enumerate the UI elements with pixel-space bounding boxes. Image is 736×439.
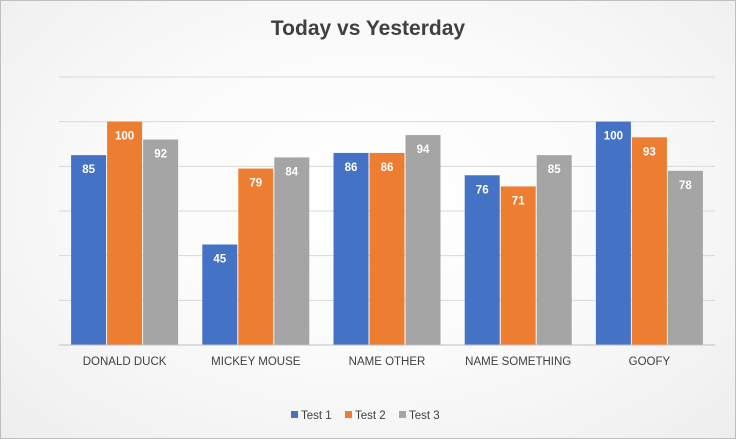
legend-label: Test 3 xyxy=(409,410,440,422)
category-labels: DONALD DUCK MICKEY MOUSE NAME OTHER NAME SO… xyxy=(83,356,671,368)
category-label: NAME OTHER xyxy=(349,356,426,368)
bar xyxy=(107,121,143,346)
data-label: 76 xyxy=(476,184,489,196)
bar xyxy=(667,170,703,345)
bar xyxy=(369,152,405,345)
bar xyxy=(202,244,238,345)
data-label: 86 xyxy=(381,162,394,174)
data-label: 78 xyxy=(679,180,692,192)
data-label: 94 xyxy=(417,144,430,156)
category-label: GOOFY xyxy=(629,356,671,368)
data-labels: 85 100 92 45 79 84 86 86 94 76 71 85 100 93 78 xyxy=(82,131,692,266)
bars xyxy=(71,121,703,346)
bar xyxy=(274,157,310,345)
data-label: 85 xyxy=(548,164,561,176)
bar xyxy=(405,135,441,345)
category-label: DONALD DUCK xyxy=(83,356,167,368)
bar xyxy=(631,137,667,345)
legend-label: Test 2 xyxy=(355,410,386,422)
legend-swatch xyxy=(399,411,406,418)
data-label: 100 xyxy=(604,131,623,143)
legend-label: Test 1 xyxy=(301,410,332,422)
bar xyxy=(71,155,107,345)
category-label: MICKEY MOUSE xyxy=(211,356,301,368)
data-label: 45 xyxy=(213,254,226,266)
bar xyxy=(333,152,369,345)
data-label: 84 xyxy=(285,166,298,178)
data-label: 86 xyxy=(345,162,358,174)
bar xyxy=(143,139,179,345)
data-label: 71 xyxy=(512,195,525,207)
bar xyxy=(595,121,631,346)
data-label: 100 xyxy=(115,131,134,143)
bar xyxy=(238,168,274,345)
legend-swatch xyxy=(291,411,298,418)
bar xyxy=(500,186,536,345)
legend-swatch xyxy=(345,411,352,418)
chart-title: Today vs Yesterday xyxy=(271,17,465,40)
category-label: NAME SOMETHING xyxy=(465,356,571,368)
bar xyxy=(536,155,572,345)
data-label: 79 xyxy=(249,178,262,190)
legend: Test 1 Test 2 Test 3 xyxy=(291,410,440,422)
data-label: 85 xyxy=(82,164,95,176)
data-label: 93 xyxy=(643,146,656,158)
data-label: 92 xyxy=(154,149,167,161)
bar xyxy=(464,175,500,345)
